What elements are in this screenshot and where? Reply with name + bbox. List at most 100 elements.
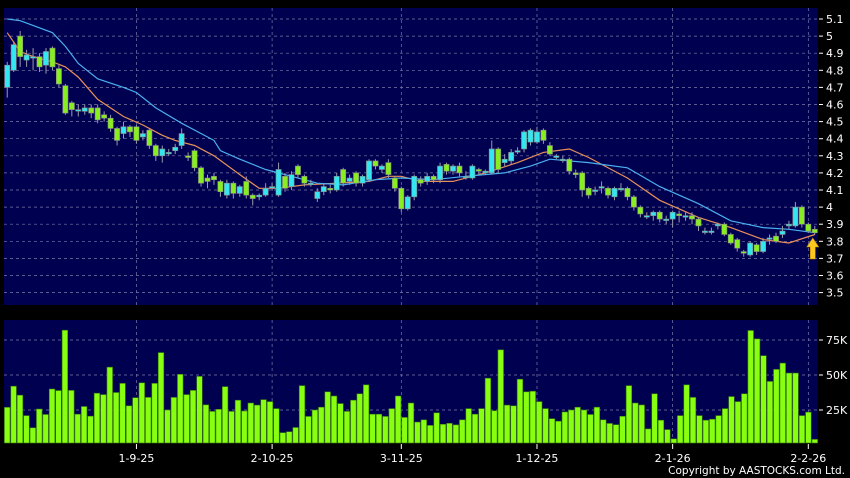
copyright-text: Copyright by AASTOCKS.com Ltd. [668, 465, 845, 477]
volume-bar [484, 377, 492, 444]
candle-body [450, 165, 456, 172]
price-tick-label: 5 [826, 30, 833, 43]
volume-bar [74, 413, 81, 444]
candle-body [618, 187, 624, 191]
candle-body [379, 165, 385, 170]
candle [178, 128, 185, 149]
candle [792, 201, 799, 228]
candle-body [178, 133, 185, 146]
candle-body [708, 230, 715, 233]
price-tick-label: 3.9 [826, 218, 844, 231]
candle-body [605, 187, 611, 196]
candle [385, 159, 392, 179]
candle-body [650, 211, 657, 216]
candle [753, 243, 760, 255]
candle-body [198, 167, 204, 184]
candle-body [630, 196, 637, 208]
volume-bar [61, 329, 68, 444]
candle [695, 217, 702, 232]
candle [663, 215, 670, 225]
candle [488, 140, 495, 175]
candle [430, 174, 437, 184]
candle [139, 130, 146, 141]
candle [714, 222, 721, 230]
candle-body [734, 239, 741, 249]
candle-body [779, 230, 786, 235]
candle-body [165, 152, 172, 155]
candle-body [81, 107, 88, 112]
candle [527, 128, 534, 146]
candle-body [152, 145, 159, 157]
candle [618, 183, 624, 192]
candle [811, 225, 818, 235]
candle [740, 249, 747, 257]
candle-body [773, 235, 779, 242]
candle-body [236, 186, 243, 194]
candle [747, 241, 754, 257]
candle [572, 169, 579, 179]
price-tick-label: 4 [826, 201, 833, 214]
candle-body [475, 169, 482, 172]
candle [101, 111, 108, 122]
candle [708, 227, 715, 235]
volume-bar [677, 415, 684, 444]
volume-bar [125, 405, 133, 444]
candle-body [217, 181, 224, 193]
volume-bar [754, 338, 761, 444]
candle [133, 125, 140, 144]
candle [269, 183, 276, 190]
candle [482, 169, 489, 175]
candle [217, 179, 224, 197]
candle [650, 210, 657, 221]
candle [346, 174, 353, 185]
volume-bar [305, 416, 312, 444]
candle-body [366, 160, 372, 181]
candle [4, 61, 11, 98]
candle-body [727, 234, 734, 244]
candle [152, 143, 159, 161]
candle-body [676, 213, 683, 216]
candle [734, 237, 741, 252]
candle-body [695, 218, 702, 227]
volume-bar [561, 411, 568, 444]
volume-bar [330, 395, 338, 444]
volume-bar [773, 369, 780, 444]
volume-bar [55, 390, 62, 444]
volume-bar [157, 352, 165, 444]
candle [624, 186, 631, 201]
volume-bar [337, 403, 344, 444]
candle [146, 128, 153, 149]
candle [463, 171, 469, 180]
volume-bar [542, 408, 549, 444]
candle-body [747, 242, 754, 256]
candle [637, 205, 644, 218]
candle-body [49, 47, 56, 68]
candle-body [256, 194, 263, 198]
candle [340, 167, 347, 187]
candle-body [702, 230, 708, 233]
volume-bar [683, 384, 690, 444]
candle-body [508, 152, 515, 162]
candle [333, 172, 340, 192]
candle [10, 41, 17, 73]
candle-body [68, 102, 75, 110]
candle [107, 114, 114, 132]
candle [605, 186, 611, 199]
candle-body [230, 182, 237, 194]
volume-bar [164, 409, 171, 444]
volume-tick-label: 75K [826, 334, 848, 347]
candle [727, 232, 734, 245]
candle [805, 222, 812, 233]
candle-body [469, 165, 476, 179]
volume-bar [189, 390, 197, 444]
candle-body [243, 181, 250, 196]
candle-body [611, 187, 618, 198]
candle-body [740, 251, 747, 254]
volume-bar [715, 415, 722, 444]
volume-bar [696, 415, 703, 444]
volume-bar [760, 355, 767, 444]
candle [211, 172, 217, 185]
volume-bar [286, 431, 293, 444]
volume-bar [382, 416, 389, 444]
